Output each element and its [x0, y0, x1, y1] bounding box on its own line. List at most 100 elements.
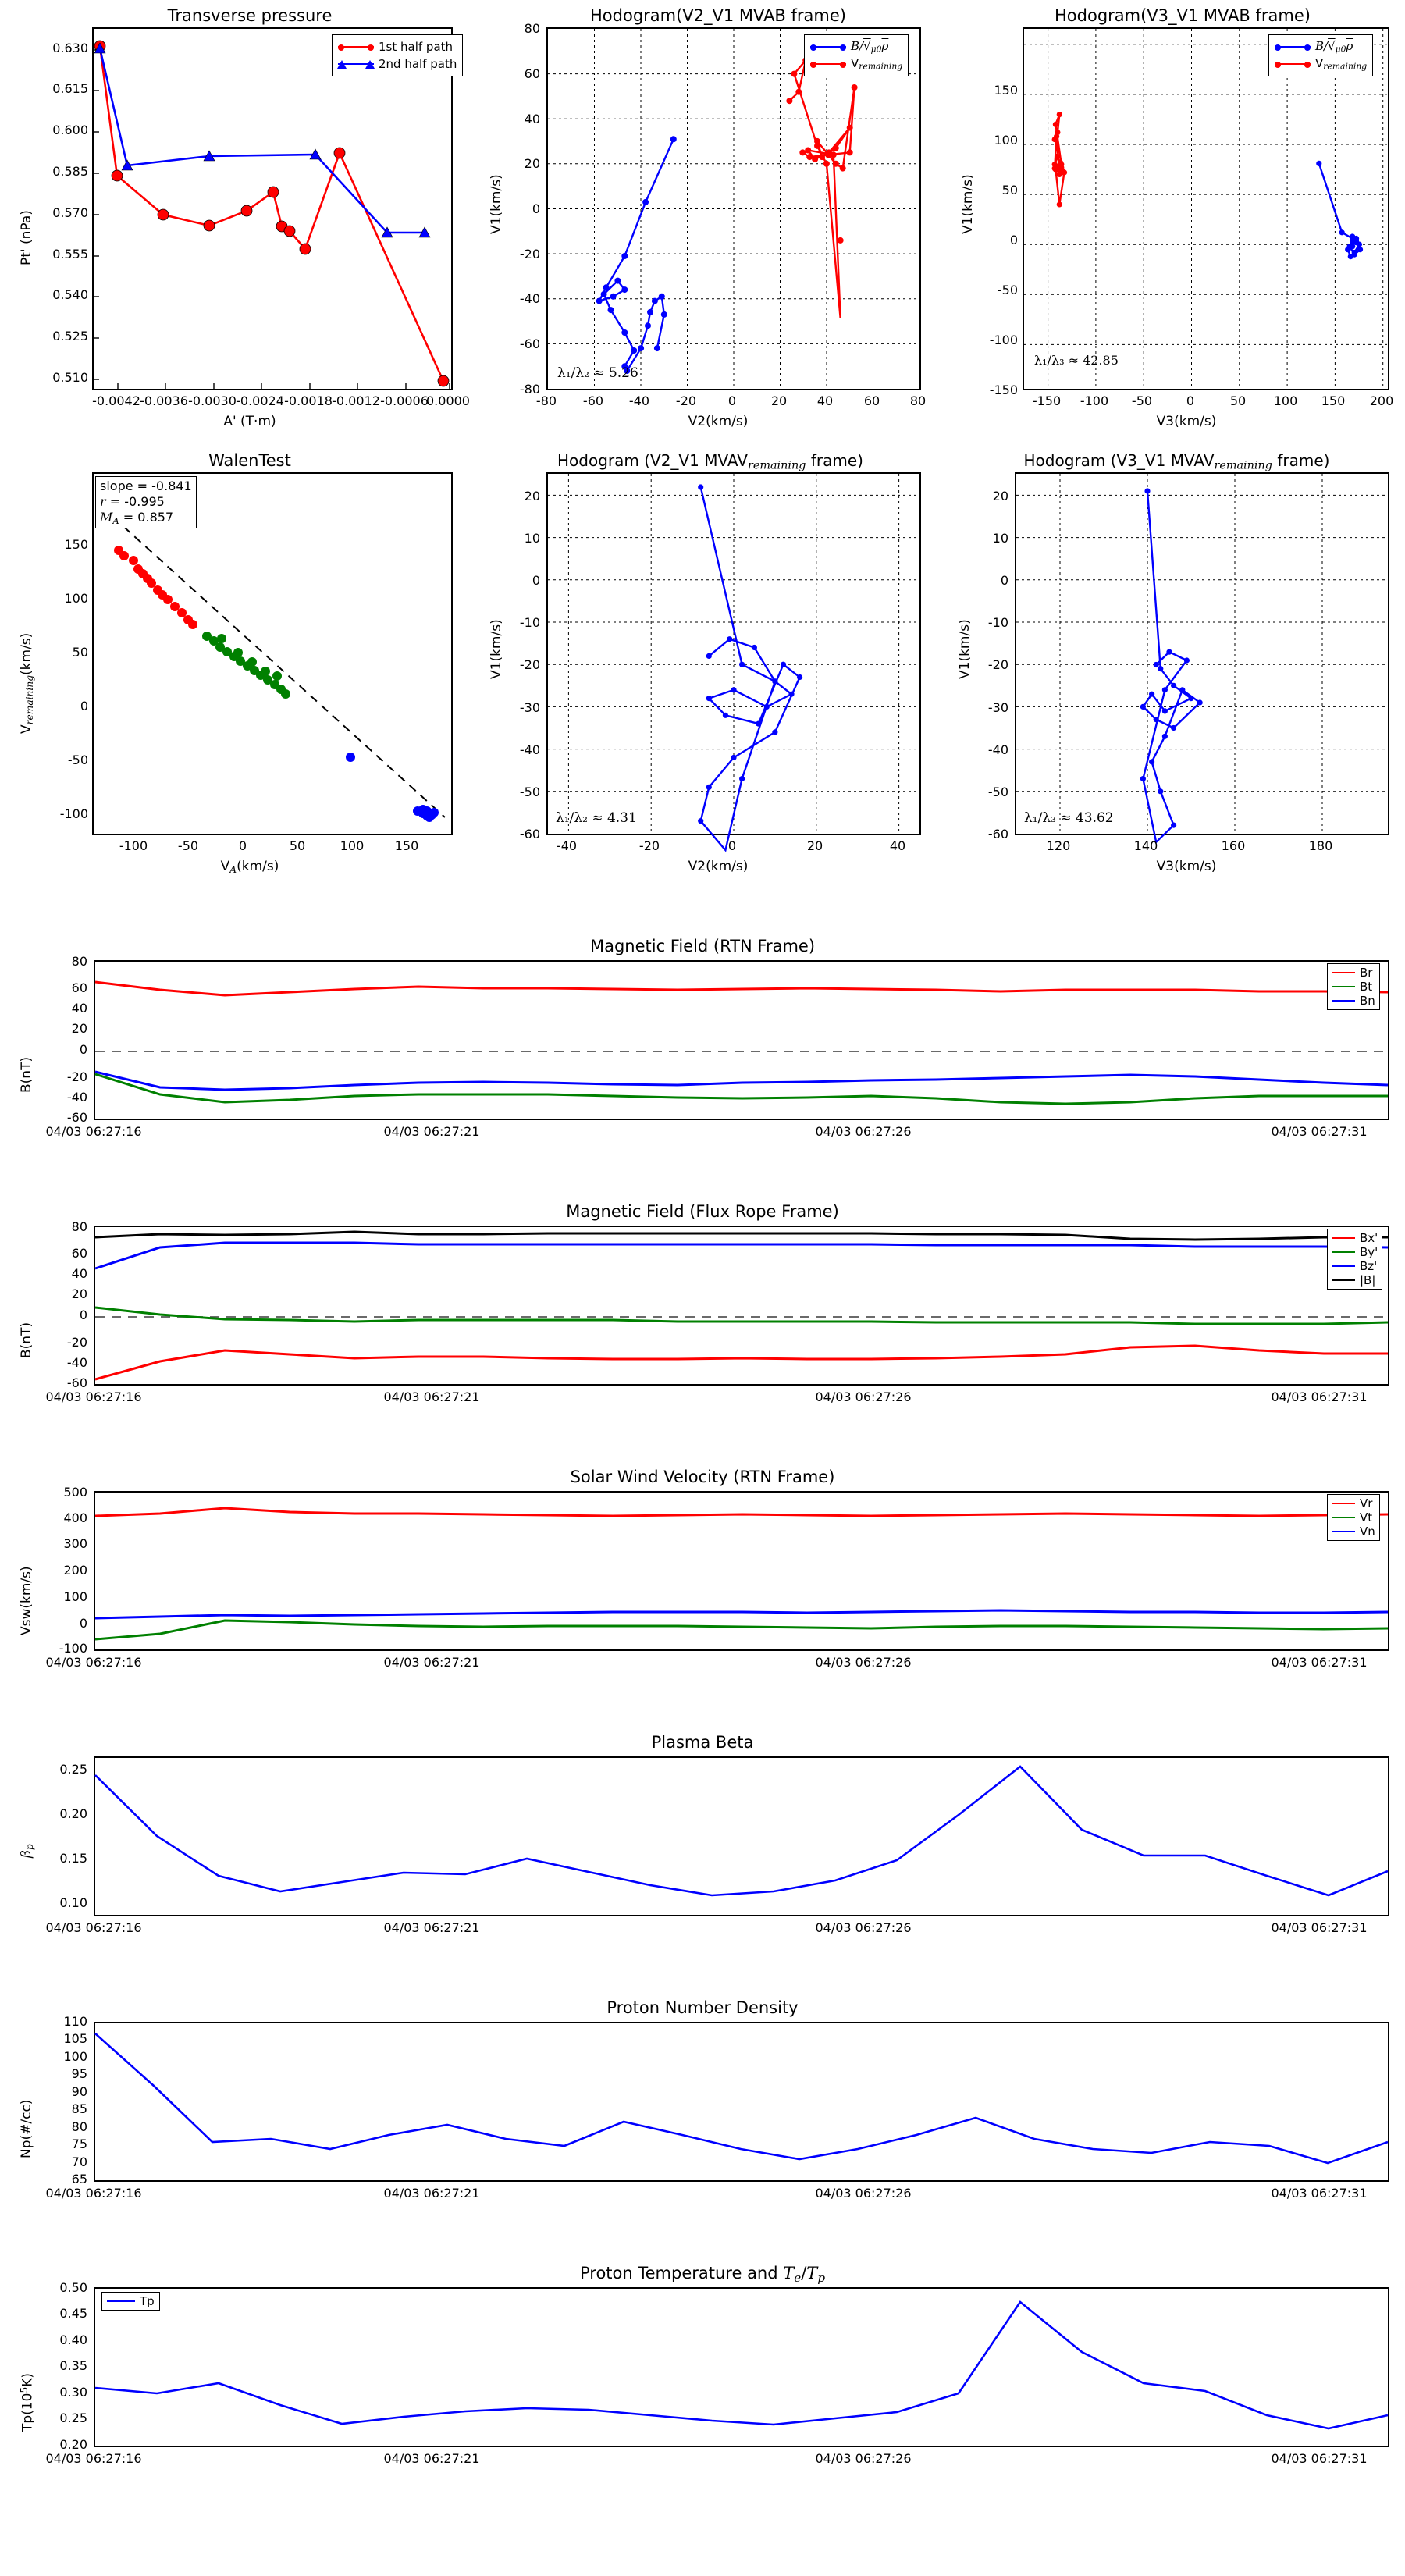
- series-v-markers: [786, 57, 858, 244]
- legend-swatch-by: [1332, 1251, 1355, 1253]
- y-tick: 65: [71, 2172, 87, 2186]
- series-green-points: [202, 632, 290, 699]
- series-b-markers: [596, 136, 677, 374]
- series-1st-half-markers: [94, 40, 450, 387]
- x-tick: 20: [806, 838, 823, 853]
- y-tick: 400: [63, 1510, 87, 1525]
- plot-area: [94, 2022, 1389, 2182]
- legend-item: Vt: [1332, 1510, 1375, 1525]
- legend-label: By': [1360, 1245, 1378, 1259]
- plot-area: [92, 27, 453, 390]
- plot-area: [94, 960, 1389, 1120]
- hodogram-v2v1-mvavr-svg: [548, 474, 919, 852]
- series-bmag: [94, 1230, 1388, 1241]
- y-tick: 20: [524, 156, 540, 171]
- x-tick: -0.0042: [92, 393, 140, 408]
- grid: [548, 474, 919, 834]
- legend-swatch-blue: [337, 60, 375, 69]
- x-tick: -40: [556, 838, 578, 853]
- plot-area: [94, 2287, 1389, 2447]
- time-tick: 04/03 06:27:31: [1271, 1124, 1368, 1139]
- legend: B/√μ0ρ Vremaining: [804, 34, 909, 76]
- legend-label: Vr: [1360, 1496, 1373, 1510]
- plot-area: [94, 1491, 1389, 1651]
- panel-title: Magnetic Field (Flux Rope Frame): [566, 1202, 839, 1221]
- panel-title: Hodogram(V2_V1 MVAB frame): [590, 6, 846, 25]
- legend: Br Bt Bn: [1327, 963, 1380, 1010]
- y-tick: -60: [66, 1110, 87, 1125]
- y-tick: 0: [1000, 573, 1008, 588]
- legend-swatch-red: [1275, 62, 1311, 68]
- x-tick: -60: [582, 393, 604, 408]
- y-tick: 0.585: [52, 164, 88, 179]
- time-tick: 04/03 06:27:26: [815, 1920, 912, 1935]
- time-tick: 04/03 06:27:26: [815, 2186, 912, 2201]
- legend-label: Bz': [1360, 1259, 1378, 1273]
- plot-area: [94, 1226, 1389, 1386]
- time-tick: 04/03 06:27:31: [1271, 1920, 1368, 1935]
- legend-label: Bx': [1360, 1231, 1378, 1245]
- plasma-beta-svg: [94, 1765, 1389, 1897]
- plot-area: [94, 1756, 1389, 1916]
- series-vn: [94, 1609, 1389, 1620]
- y-tick: -50: [67, 753, 88, 767]
- y-axis-label: V1(km/s): [960, 174, 976, 234]
- panel-b-rtn: Magnetic Field (RTN Frame) B(nT) Br Bt B…: [0, 937, 1405, 1163]
- time-tick: 04/03 06:27:16: [45, 1920, 142, 1935]
- y-tick: -10: [987, 615, 1008, 630]
- y-axis-label: B(nT): [19, 1322, 34, 1358]
- y-tick: 85: [71, 2101, 87, 2116]
- y-tick: 0: [79, 1616, 87, 1631]
- legend-item: 1st half path: [338, 38, 457, 55]
- time-tick: 04/03 06:27:31: [1271, 2186, 1368, 2201]
- series-v-remaining: [788, 59, 855, 319]
- x-tick: 150: [1321, 393, 1346, 408]
- legend-swatch-bz: [1332, 1265, 1355, 1267]
- plot-area: [92, 472, 453, 835]
- series-bx: [94, 1344, 1388, 1381]
- legend-item: B/√μ0ρ: [810, 38, 902, 55]
- legend-item: Vr: [1332, 1496, 1375, 1510]
- panel-proton-temperature: Proton Temperature and Te/Tp Tp(105K) Tp…: [0, 2264, 1405, 2490]
- x-tick: -100: [1080, 393, 1109, 408]
- legend-label: Vt: [1360, 1510, 1373, 1525]
- panel-b-fluxrope: Magnetic Field (Flux Rope Frame) B(nT) B…: [0, 1202, 1405, 1429]
- y-tick: 110: [63, 2014, 87, 2029]
- y-tick: 500: [63, 1485, 87, 1500]
- time-tick: 04/03 06:27:31: [1271, 1389, 1368, 1404]
- y-tick: 200: [63, 1563, 87, 1578]
- legend-swatch-vn: [1332, 1531, 1355, 1532]
- y-tick: -40: [66, 1355, 87, 1370]
- y-axis-label: Np(#/cc): [19, 2099, 34, 2158]
- series-vt: [94, 1619, 1389, 1641]
- grid: [548, 29, 919, 389]
- y-tick: -30: [519, 700, 540, 715]
- x-tick: 0: [1186, 393, 1195, 408]
- y-tick: 0.555: [52, 247, 88, 262]
- y-tick: 80: [524, 21, 540, 36]
- time-tick: 04/03 06:27:21: [383, 1124, 480, 1139]
- x-tick: 0: [238, 838, 247, 853]
- x-tick: 180: [1308, 838, 1333, 853]
- y-tick: -50: [997, 283, 1018, 297]
- y-tick: 90: [71, 2084, 87, 2099]
- y-tick: 10: [524, 531, 540, 546]
- panel-title: Proton Temperature and Te/Tp: [579, 2264, 825, 2285]
- x-axis-label: V3(km/s): [1156, 859, 1217, 874]
- x-tick: -0.0006: [380, 393, 429, 408]
- x-tick: 40: [889, 838, 906, 853]
- x-tick: -0.0024: [236, 393, 284, 408]
- y-tick: 0.540: [52, 287, 88, 302]
- legend-label: Vn: [1360, 1525, 1375, 1539]
- y-tick: 0.615: [52, 81, 88, 96]
- y-tick: 20: [71, 1286, 87, 1301]
- y-tick: -20: [66, 1335, 87, 1350]
- series-br: [94, 980, 1389, 997]
- legend-item: Bz': [1332, 1259, 1378, 1273]
- x-axis-label: V2(km/s): [688, 859, 749, 874]
- x-tick: 140: [1133, 838, 1158, 853]
- legend-label: B/√μ0ρ: [1315, 39, 1353, 55]
- time-tick: 04/03 06:27:16: [45, 1124, 142, 1139]
- legend-item: Bt: [1332, 980, 1375, 994]
- x-tick: 20: [770, 393, 788, 408]
